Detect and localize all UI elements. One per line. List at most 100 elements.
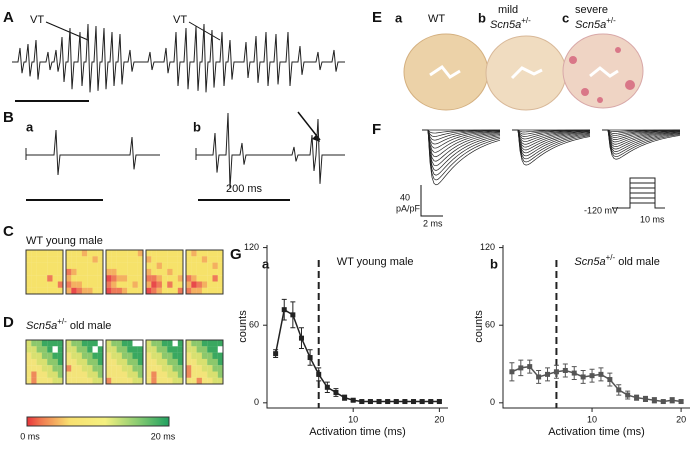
- map-cell: [41, 340, 48, 347]
- panel-label: E: [372, 9, 382, 26]
- map-cell: [156, 346, 162, 353]
- map-cell: [121, 250, 128, 257]
- map-cell: [212, 365, 218, 372]
- map-cell: [186, 256, 192, 263]
- marker: [411, 399, 417, 405]
- title-gene: Scn5a: [574, 256, 605, 268]
- map-cell: [52, 256, 58, 263]
- map-cell: [177, 340, 184, 347]
- map-cell: [191, 256, 197, 263]
- map-cell: [186, 365, 192, 372]
- map-cell: [36, 340, 42, 347]
- map-cell: [47, 377, 53, 385]
- map-cell: [191, 365, 197, 372]
- map-cell: [87, 352, 93, 359]
- map-cell: [172, 256, 178, 263]
- map-cell: [31, 358, 37, 366]
- map-cell: [201, 371, 208, 378]
- map-cell: [81, 268, 88, 276]
- map-cell: [76, 275, 82, 282]
- map-cell: [57, 268, 64, 276]
- map-cell: [137, 250, 144, 257]
- map-cell: [111, 250, 117, 257]
- map-cell: [116, 352, 122, 359]
- marker: [545, 371, 551, 377]
- map-cell: [156, 287, 162, 295]
- map-cell: [76, 352, 82, 359]
- marker: [669, 397, 675, 403]
- map-cell: [156, 256, 162, 263]
- map-cell: [26, 352, 32, 359]
- map-cell: [161, 281, 168, 288]
- map-cell: [127, 262, 133, 269]
- marker: [562, 367, 568, 373]
- axes: [266, 245, 448, 409]
- map-cell: [116, 371, 122, 378]
- map-cell: [137, 377, 144, 385]
- map-cell: [196, 250, 202, 257]
- map-cell: [116, 346, 122, 353]
- map-cell: [106, 250, 112, 257]
- map-cell: [76, 287, 82, 295]
- map-cell: [207, 358, 213, 366]
- map-cell: [212, 281, 218, 288]
- map-cell: [151, 340, 157, 347]
- map-cell: [172, 340, 178, 347]
- map-cell: [52, 346, 58, 353]
- y-axis-label: counts: [237, 310, 249, 343]
- map-cell: [217, 371, 224, 378]
- marker: [273, 351, 279, 357]
- scale-label: 200 ms: [226, 183, 263, 195]
- map-cell: [81, 262, 88, 269]
- map-cell: [121, 262, 128, 269]
- marker: [616, 387, 622, 393]
- map-cell: [111, 268, 117, 276]
- map-cell: [116, 281, 122, 288]
- map-cell: [167, 268, 173, 276]
- map-cell: [41, 352, 48, 359]
- scale-label: 40: [400, 192, 410, 202]
- map-frame: [185, 339, 224, 385]
- map-cell: [132, 287, 138, 295]
- panel-label: D: [3, 314, 14, 331]
- map-cell: [26, 365, 32, 372]
- marker: [324, 384, 330, 390]
- map-cell: [76, 268, 82, 276]
- map-cell: [146, 268, 152, 276]
- panel-title: WT young male: [26, 235, 103, 247]
- map-cell: [207, 275, 213, 282]
- map-cell: [52, 281, 58, 288]
- map-cell: [186, 377, 192, 385]
- map-cell: [156, 262, 162, 269]
- sub-label: b: [490, 256, 498, 271]
- current-trace: [422, 129, 501, 176]
- map-cell: [106, 262, 112, 269]
- map-cell: [76, 365, 82, 372]
- map-cell: [66, 287, 72, 295]
- map-cell: [81, 371, 88, 378]
- map-cell: [41, 346, 48, 353]
- map-cell: [66, 365, 72, 372]
- map-cell: [36, 281, 42, 288]
- current-trace: [422, 129, 501, 186]
- ecg-trace: [195, 112, 345, 189]
- map-cell: [212, 262, 218, 269]
- map-cell: [81, 346, 88, 353]
- map-cell: [196, 281, 202, 288]
- map-cell: [161, 268, 168, 276]
- map-cell: [26, 340, 32, 347]
- map-cell: [186, 262, 192, 269]
- map-cell: [116, 340, 122, 347]
- current-trace: [512, 129, 591, 157]
- map-cell: [41, 281, 48, 288]
- map-cell: [92, 346, 98, 353]
- map-cell: [97, 287, 104, 295]
- map-cell: [217, 262, 224, 269]
- map-cell: [106, 256, 112, 263]
- map-cell: [191, 377, 197, 385]
- map-cell: [167, 250, 173, 257]
- marker: [571, 370, 577, 376]
- current-trace: [422, 129, 501, 153]
- map-cell: [132, 346, 138, 353]
- map-cell: [177, 281, 184, 288]
